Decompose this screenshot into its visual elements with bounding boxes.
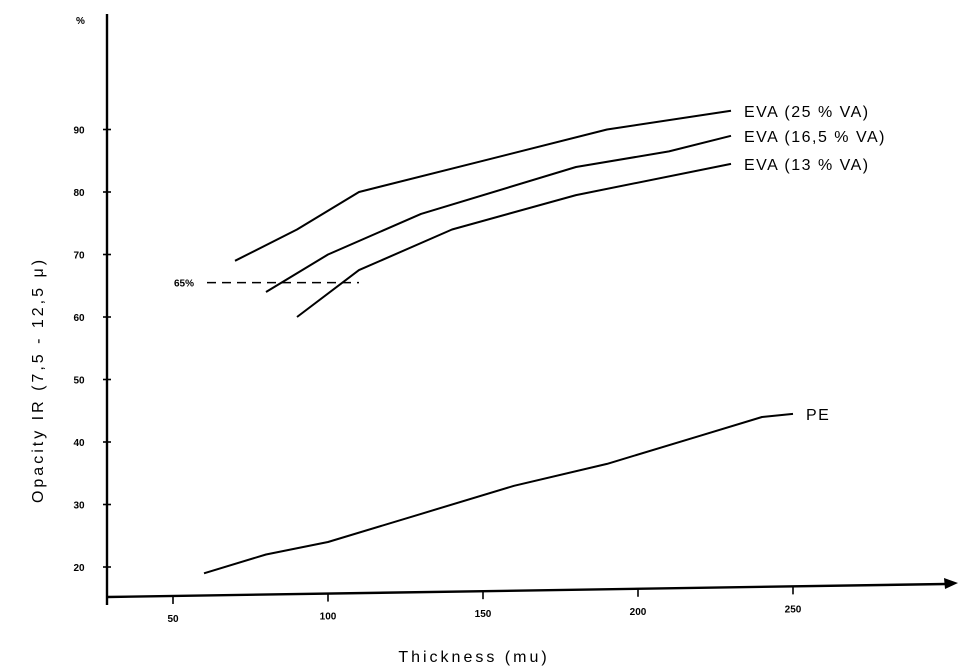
y-axis-title: Opacity IR (7,5 - 12,5 μ): [30, 257, 47, 503]
tick-marks: [103, 128, 794, 604]
y-tick-label-60: 60: [73, 313, 85, 324]
y-tick-label-90: 90: [73, 126, 85, 137]
x-tick-label-50: 50: [167, 614, 179, 625]
series-line-eva-16-5-va: [265, 134, 732, 293]
series-line-eva-13-va: [296, 162, 732, 318]
x-tick-label-250: 250: [785, 604, 802, 615]
labels: 20 30 40 50 60 70 80 90 50 100 150 200 250 EVA (25 % …: [73, 104, 886, 625]
reference-label-65: 65%: [174, 279, 194, 290]
x-tick-label-150: 150: [475, 609, 492, 620]
series-label-pe: PE: [806, 407, 830, 424]
series-label-eva-13-va: EVA (13 % VA): [744, 157, 870, 174]
axes: [105, 14, 958, 605]
y-tick-label-40: 40: [73, 438, 85, 449]
y-tick-label-50: 50: [73, 376, 85, 387]
series-line-eva-25-va: [234, 109, 732, 262]
y-unit-label: %: [76, 16, 85, 27]
x-tick-label-200: 200: [630, 607, 647, 618]
series-lines: [203, 109, 794, 575]
series-label-eva-16-5-va: EVA (16,5 % VA): [744, 129, 886, 146]
x-tick-labels: 50 100 150 200 250: [167, 604, 801, 625]
y-tick-label-80: 80: [73, 188, 85, 199]
x-axis-arrow: [944, 578, 958, 589]
y-tick-label-30: 30: [73, 501, 85, 512]
series-line-pe: [203, 412, 794, 575]
x-axis-line: [106, 582, 947, 599]
y-tick-labels: 20 30 40 50 60 70 80 90: [73, 126, 85, 575]
x-tick-label-100: 100: [320, 612, 337, 623]
x-axis-title: Thickness (mu): [398, 649, 549, 666]
y-tick-label-20: 20: [73, 563, 85, 574]
y-tick-label-70: 70: [73, 251, 85, 262]
series-label-eva-25-va: EVA (25 % VA): [744, 104, 870, 121]
